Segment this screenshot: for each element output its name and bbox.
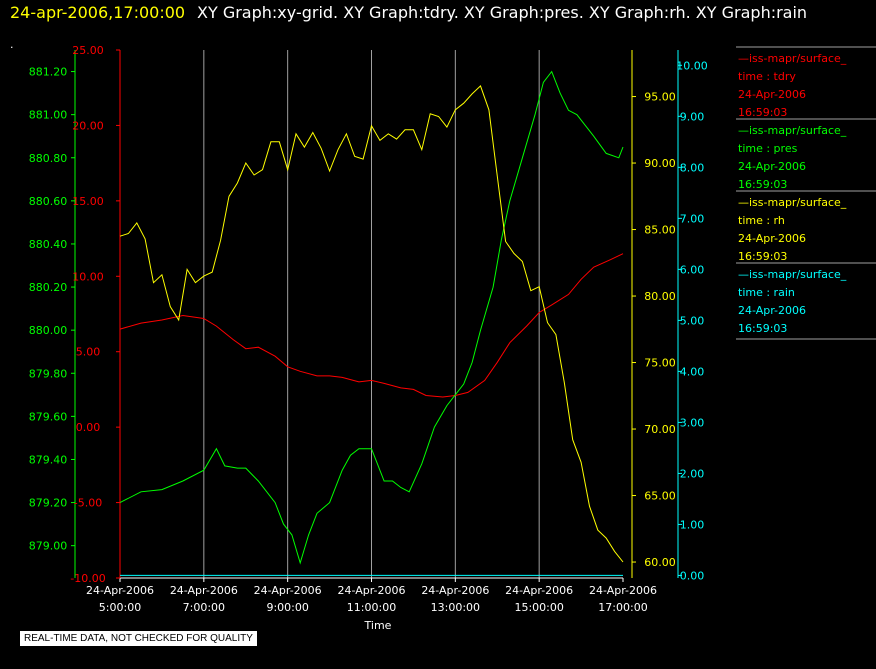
x-tick-time: 7:00:00 (183, 601, 225, 614)
quality-notice: REAL-TIME DATA, NOT CHECKED FOR QUALITY (20, 631, 257, 646)
pres-tick-label: 879.20 (29, 497, 68, 510)
series-pres (119, 70, 624, 565)
graph-titles: XY Graph:xy-grid. XY Graph:tdry. XY Grap… (197, 3, 808, 22)
legend-date: 24-Apr-2006 (738, 88, 806, 101)
rain-tick-label: 7.00 (680, 212, 705, 225)
pres-tick-label: 879.60 (29, 410, 68, 423)
tdry-tick-label: -10.00 (70, 572, 105, 585)
legend-source: —iss-mapr/surface_ (738, 52, 847, 65)
legend-variable: time : rain (738, 286, 795, 299)
legend-date: 24-Apr-2006 (738, 232, 806, 245)
legend-time: 16:59:03 (738, 106, 787, 119)
series-lines (119, 70, 624, 576)
x-tick-date: 24-Apr-2006 (86, 584, 154, 597)
legend-time: 16:59:03 (738, 250, 787, 263)
rh-tick-label: 75.00 (644, 357, 676, 370)
axes (71, 49, 682, 582)
x-tick-time: 17:00:00 (598, 601, 647, 614)
rain-tick-label: 1.00 (680, 518, 705, 531)
rain-tick-label: 0.00 (680, 569, 705, 582)
legend: —iss-mapr/surface_time : tdry24-Apr-2006… (736, 46, 876, 340)
legend-variable: time : pres (738, 142, 798, 155)
legend-variable: time : rh (738, 214, 785, 227)
x-axis-label: Time (364, 619, 392, 632)
pres-tick-label: 880.60 (29, 195, 68, 208)
tdry-tick-label: 25.00 (72, 44, 104, 57)
legend-time: 16:59:03 (738, 178, 787, 191)
tdry-tick-label: 10.00 (72, 270, 104, 283)
legend-date: 24-Apr-2006 (738, 160, 806, 173)
legend-entry-0: —iss-mapr/surface_time : tdry 24-Apr-2006… (738, 52, 847, 119)
pres-tick-label: 879.40 (29, 453, 68, 466)
timestamp: 24-apr-2006,17:00:00 (10, 3, 186, 22)
pres-tick-label: 880.80 (29, 152, 68, 165)
rain-tick-label: 9.00 (680, 110, 705, 123)
legend-date: 24-Apr-2006 (738, 304, 806, 317)
legend-variable: time : tdry (738, 70, 796, 83)
rh-tick-label: 85.00 (644, 224, 676, 237)
rh-tick-label: 70.00 (644, 423, 676, 436)
tdry-tick-label: 5.00 (76, 346, 101, 359)
x-tick-date: 24-Apr-2006 (505, 584, 573, 597)
tdry-tick-label: -5.00 (74, 497, 102, 510)
pres-tick-label: 879.80 (29, 367, 68, 380)
series-tdry (119, 253, 624, 398)
rain-tick-label: 4.00 (680, 365, 705, 378)
legend-source: —iss-mapr/surface_ (738, 196, 847, 209)
x-tick-time: 11:00:00 (347, 601, 396, 614)
rain-tick-label: 2.00 (680, 467, 705, 480)
rh-tick-label: 90.00 (644, 157, 676, 170)
legend-time: 16:59:03 (738, 322, 787, 335)
legend-source: —iss-mapr/surface_ (738, 124, 847, 137)
pres-tick-label: 881.00 (29, 109, 68, 122)
rh-tick-label: 80.00 (644, 290, 676, 303)
x-tick-time: 5:00:00 (99, 601, 141, 614)
x-tick-time: 13:00:00 (431, 601, 480, 614)
rain-tick-label: 5.00 (680, 314, 705, 327)
x-tick-time: 15:00:00 (514, 601, 563, 614)
x-tick-date: 24-Apr-2006 (337, 584, 405, 597)
rh-tick-label: 65.00 (644, 490, 676, 503)
rain-tick-label: 3.00 (680, 416, 705, 429)
grid (203, 50, 540, 578)
tdry-tick-label: 0.00 (76, 421, 101, 434)
tdry-tick-label: 20.00 (72, 119, 104, 132)
rain-tick-label: 10.00 (676, 59, 708, 72)
tick-labels: -10.00 -5.00 0.00 5.00 10.00 15.00 20.00 25.00 8… (29, 44, 708, 585)
pres-tick-label: 881.20 (29, 66, 68, 79)
pres-tick-label: 880.00 (29, 324, 68, 337)
x-tick-labels: 24-Apr-2006 5:00:00 24-Apr-2006 7:00:00 24-A… (86, 584, 657, 614)
rh-tick-label: 60.00 (644, 556, 676, 569)
x-tick-date: 24-Apr-2006 (254, 584, 322, 597)
x-tick-date: 24-Apr-2006 (170, 584, 238, 597)
header: 24-apr-2006,17:00:00 XY Graph:xy-grid. X… (0, 0, 876, 34)
pres-tick-label: 879.00 (29, 540, 68, 553)
pres-tick-label: 880.20 (29, 281, 68, 294)
legend-entry-1: —iss-mapr/surface_time : pres 24-Apr-2006… (738, 124, 847, 191)
legend-source: —iss-mapr/surface_ (738, 268, 847, 281)
x-tick-time: 9:00:00 (266, 601, 308, 614)
header-dot: . (10, 38, 14, 51)
rain-tick-label: 8.00 (680, 161, 705, 174)
rain-tick-label: 6.00 (680, 263, 705, 276)
pres-tick-label: 880.40 (29, 238, 68, 251)
x-tick-date: 24-Apr-2006 (421, 584, 489, 597)
series-rh (119, 85, 624, 563)
legend-entry-2: —iss-mapr/surface_time : rh 24-Apr-2006 16… (738, 196, 847, 263)
rh-tick-label: 95.00 (644, 91, 676, 104)
tdry-tick-label: 15.00 (72, 195, 104, 208)
legend-entry-3: —iss-mapr/surface_time : rain 24-Apr-2006… (738, 268, 847, 335)
x-tick-date: 24-Apr-2006 (589, 584, 657, 597)
